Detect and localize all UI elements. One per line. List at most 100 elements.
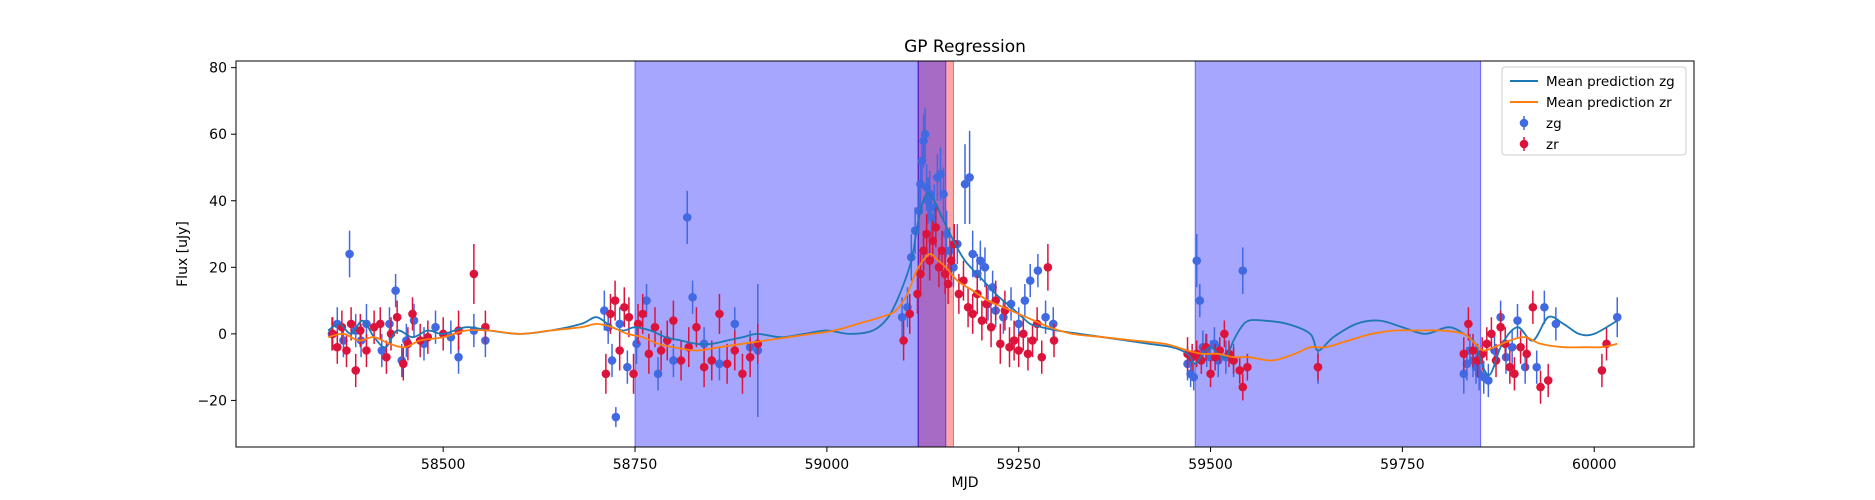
data-point-zr xyxy=(1037,352,1047,362)
data-point-zg xyxy=(611,412,621,422)
data-point-zg xyxy=(1484,376,1493,385)
data-point-zr xyxy=(629,369,638,379)
data-point-zr xyxy=(656,346,666,355)
data-point-zr xyxy=(1516,342,1525,352)
data-point-zr xyxy=(1009,336,1019,345)
data-point-zr xyxy=(934,263,944,272)
data-point-zg xyxy=(960,179,970,189)
data-point-zg xyxy=(377,346,387,355)
data-point-zr xyxy=(1220,329,1229,339)
data-point-zr xyxy=(922,229,931,239)
data-point-zg xyxy=(623,362,632,372)
data-point-zr xyxy=(963,302,973,312)
data-point-zg xyxy=(1540,302,1549,312)
x-axis-label: MJD xyxy=(952,475,979,491)
data-point-zr xyxy=(977,316,987,325)
data-point-zg xyxy=(730,319,740,329)
legend-label: Mean prediction zr xyxy=(1546,95,1672,111)
legend-swatch-marker xyxy=(1519,139,1529,149)
data-point-zr xyxy=(905,309,915,319)
data-point-zr xyxy=(469,269,479,279)
data-point-zg xyxy=(1025,276,1035,285)
data-point-zr xyxy=(1487,329,1496,339)
data-point-zg xyxy=(688,292,697,302)
data-point-zg xyxy=(682,213,692,222)
y-tick-label: −20 xyxy=(197,393,227,409)
data-point-zr xyxy=(1206,369,1215,379)
data-point-zg xyxy=(715,359,724,369)
data-point-zr xyxy=(1536,382,1545,392)
data-point-zr xyxy=(1464,319,1473,329)
data-point-zr xyxy=(1049,336,1059,345)
data-point-zr xyxy=(730,346,740,355)
data-point-zg xyxy=(965,173,974,182)
data-point-zr xyxy=(715,309,724,319)
data-point-zr xyxy=(954,289,964,299)
data-point-zg xyxy=(642,296,651,305)
data-point-zg xyxy=(345,249,354,259)
data-point-zg xyxy=(1014,319,1024,329)
data-point-zg xyxy=(920,129,930,139)
data-point-zr xyxy=(382,352,391,362)
data-point-zg xyxy=(1020,296,1030,305)
data-point-zr xyxy=(615,346,624,355)
data-point-zg xyxy=(615,319,624,329)
data-point-zg xyxy=(976,256,985,265)
x-tick-label: 59000 xyxy=(805,457,850,473)
legend-label: Mean prediction zg xyxy=(1546,74,1675,90)
data-point-zr xyxy=(624,312,634,322)
data-point-zg xyxy=(1459,369,1469,379)
data-point-zg xyxy=(1041,312,1050,322)
data-point-zr xyxy=(899,336,908,345)
data-point-zg xyxy=(980,263,990,272)
data-point-zr xyxy=(1482,339,1492,349)
chart-title: GP Regression xyxy=(904,37,1026,57)
data-point-zr xyxy=(638,309,648,319)
data-point-zr xyxy=(633,319,643,329)
y-tick-label: 60 xyxy=(209,127,227,143)
data-point-zr xyxy=(337,322,347,332)
data-point-zr xyxy=(937,246,947,255)
y-tick-label: 40 xyxy=(209,194,227,210)
data-point-zg xyxy=(1501,352,1511,362)
legend: Mean prediction zg Mean prediction zr zg zr xyxy=(1501,66,1687,156)
data-point-zr xyxy=(692,322,701,332)
data-point-zg xyxy=(1507,342,1517,352)
data-point-zr xyxy=(1528,302,1538,312)
data-point-zr xyxy=(1238,382,1248,392)
data-point-zr xyxy=(398,359,408,369)
data-point-zr xyxy=(1014,346,1024,355)
data-point-zg xyxy=(1532,362,1541,372)
data-point-zr xyxy=(408,309,417,319)
data-point-zr xyxy=(342,346,351,355)
data-point-zg xyxy=(1195,296,1205,305)
data-point-zg xyxy=(1513,316,1522,325)
series-line-mean-prediction-zg xyxy=(327,192,1618,376)
data-point-zg xyxy=(968,249,977,259)
data-point-zr xyxy=(928,236,938,245)
data-point-zg xyxy=(1238,266,1248,275)
data-point-zr xyxy=(356,326,365,335)
data-point-zr xyxy=(1522,349,1532,359)
data-point-zr xyxy=(1505,362,1515,372)
y-tick-label: 80 xyxy=(209,61,227,77)
y-tick-label: 0 xyxy=(218,327,227,343)
data-point-zr xyxy=(745,352,755,362)
data-point-zg xyxy=(1048,319,1058,329)
data-point-zr xyxy=(1543,376,1553,385)
data-point-zg xyxy=(653,369,663,379)
data-point-zr xyxy=(1468,346,1478,355)
data-point-zr xyxy=(351,366,361,375)
data-point-zr xyxy=(650,322,660,332)
data-point-zg xyxy=(607,356,617,365)
x-tick-label: 58750 xyxy=(613,457,658,473)
shaded-region-0 xyxy=(634,61,919,447)
data-point-zr xyxy=(1313,362,1323,372)
data-point-zg xyxy=(1551,319,1561,329)
data-point-zg xyxy=(391,286,400,295)
data-point-zr xyxy=(1235,366,1245,375)
data-point-zr xyxy=(913,289,922,299)
data-point-zr xyxy=(1005,342,1014,352)
x-tick-label: 58500 xyxy=(421,457,466,473)
legend-box xyxy=(1501,66,1687,156)
